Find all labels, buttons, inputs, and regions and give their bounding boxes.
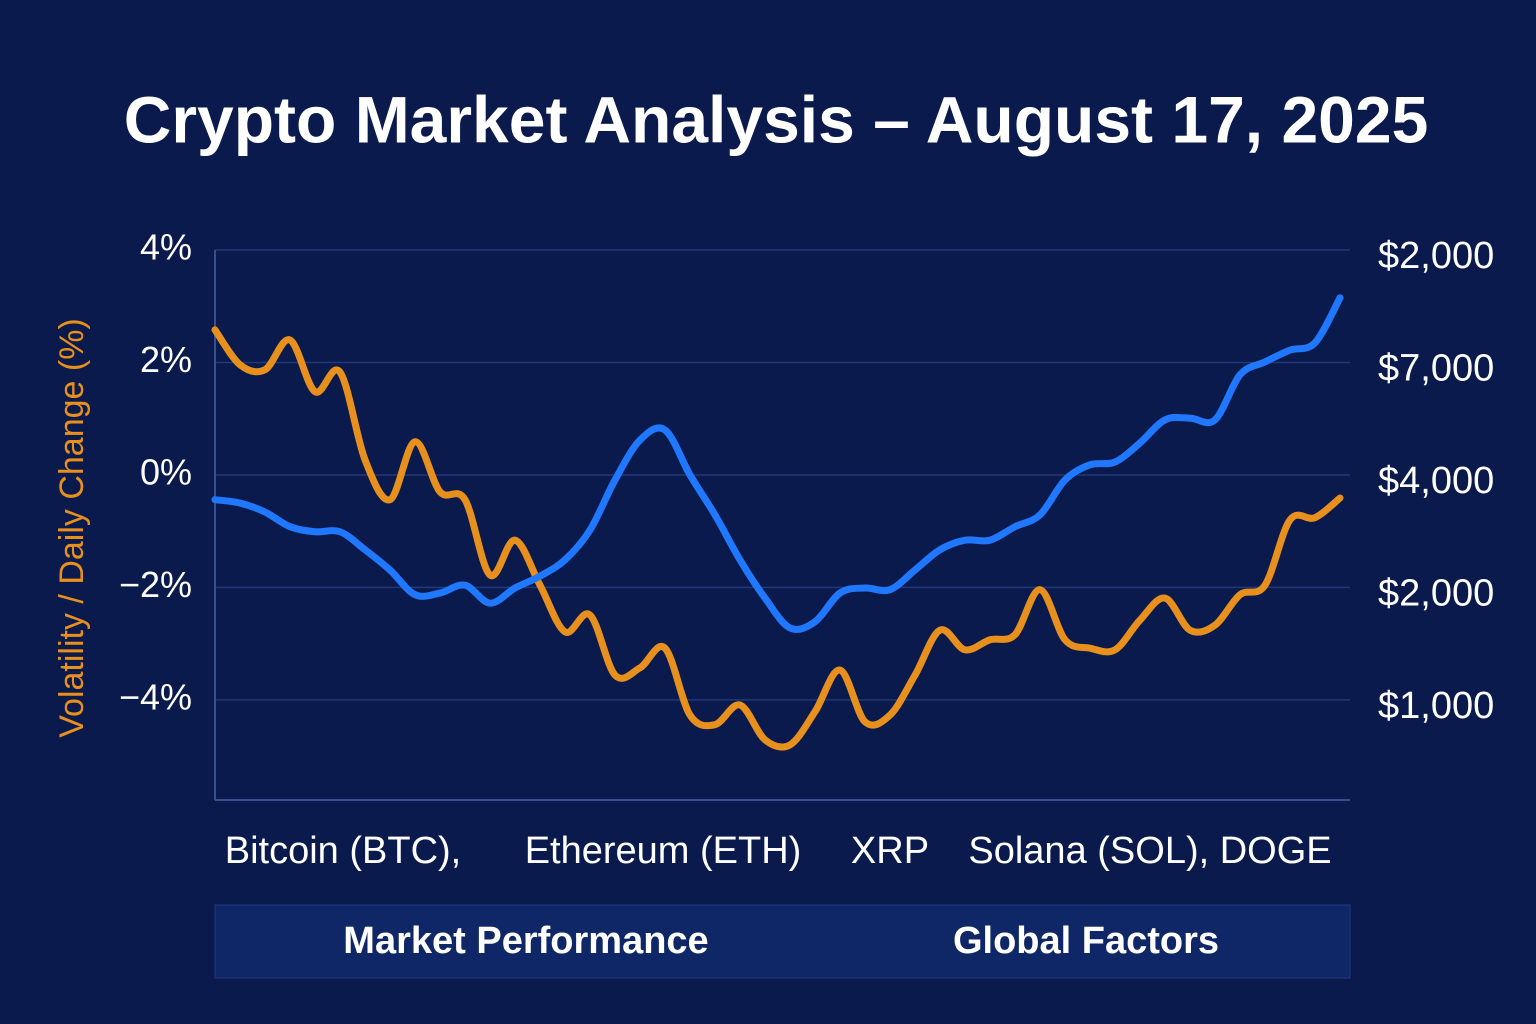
- y-tick-label: 0%: [140, 451, 192, 492]
- y-tick-label: −4%: [119, 676, 192, 717]
- footer-bar: [214, 904, 1351, 979]
- x-category-label: Ethereum (ETH): [525, 830, 802, 872]
- series-line: [211, 294, 1344, 633]
- y2-tick-label: $1,000: [1378, 685, 1494, 727]
- chart-title: Crypto Market Analysis – August 17, 2025: [124, 82, 1429, 156]
- x-category-label: XRP: [851, 830, 929, 872]
- x-category-label: Solana (SOL), DOGE: [968, 830, 1331, 872]
- y2-tick-label: $7,000: [1378, 348, 1494, 390]
- y2-tick-label: $2,000: [1378, 235, 1494, 277]
- y-axis-label: Volatility / Daily Change (%): [53, 318, 91, 738]
- footer-tab: Market Performance: [343, 920, 708, 962]
- footer-tab: Global Factors: [953, 920, 1219, 962]
- y-tick-label: 2%: [140, 339, 192, 380]
- y-tick-label: −2%: [119, 564, 192, 605]
- x-category-label: Bitcoin (BTC),: [225, 830, 461, 872]
- series-line: [211, 326, 1344, 751]
- y2-tick-label: $4,000: [1378, 460, 1494, 502]
- y-tick-label: 4%: [140, 227, 192, 268]
- y2-tick-label: $2,000: [1378, 572, 1494, 614]
